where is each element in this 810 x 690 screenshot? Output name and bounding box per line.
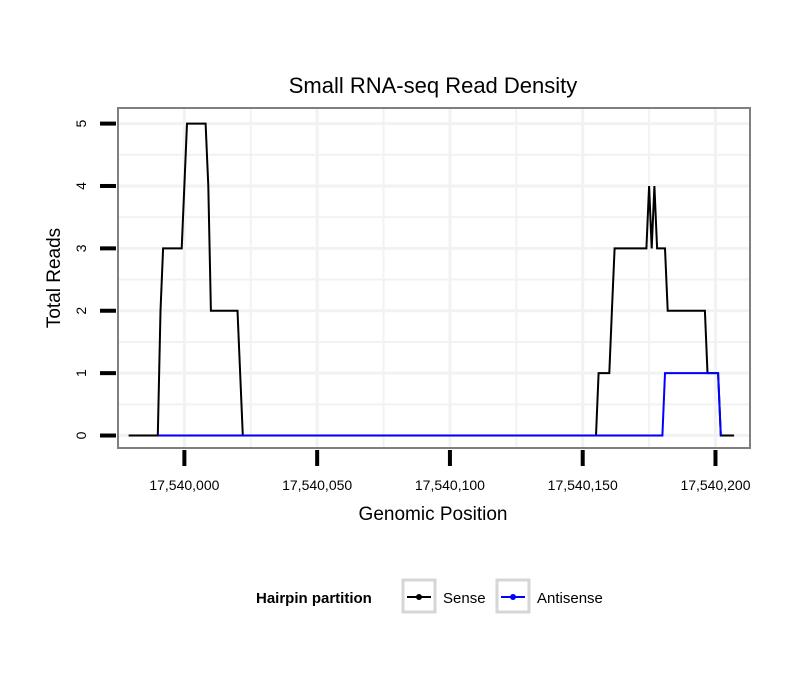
y-tick-label: 3 bbox=[73, 244, 89, 252]
plot-panel-border bbox=[117, 107, 751, 449]
x-tick-label: 17,540,100 bbox=[415, 477, 485, 493]
y-tick-label: 4 bbox=[73, 182, 89, 190]
x-tick-label: 17,540,000 bbox=[149, 477, 219, 493]
series-line-antisense bbox=[157, 372, 722, 437]
y-tick-label: 2 bbox=[73, 307, 89, 315]
plot-panel-background bbox=[118, 108, 750, 448]
chart-title: Small RNA-seq Read Density bbox=[289, 73, 578, 98]
x-tick-label: 17,540,150 bbox=[548, 477, 618, 493]
legend: Hairpin partition Sense Antisense bbox=[256, 578, 603, 614]
legend-label-sense: Sense bbox=[443, 590, 486, 607]
x-tick-label: 17,540,200 bbox=[680, 477, 750, 493]
y-axis-ticks: 0 1 2 3 4 5 bbox=[73, 119, 116, 439]
legend-point-antisense bbox=[510, 594, 516, 600]
legend-item-sense: Sense bbox=[401, 578, 486, 614]
legend-title: Hairpin partition bbox=[256, 590, 372, 607]
y-tick-label: 5 bbox=[73, 119, 89, 127]
y-axis-title: Total Reads bbox=[44, 228, 65, 328]
legend-point-sense bbox=[416, 594, 422, 600]
y-tick-label: 1 bbox=[73, 369, 89, 377]
y-tick-label: 0 bbox=[73, 431, 89, 439]
x-axis-ticks: 17,540,000 17,540,050 17,540,100 17,540,150… bbox=[149, 450, 751, 493]
legend-item-antisense: Antisense bbox=[495, 578, 603, 614]
legend-label-antisense: Antisense bbox=[537, 590, 603, 607]
series-layer bbox=[128, 122, 735, 437]
x-tick-label: 17,540,050 bbox=[282, 477, 352, 493]
x-axis-title: Genomic Position bbox=[359, 504, 508, 525]
series-line-sense bbox=[128, 122, 735, 437]
